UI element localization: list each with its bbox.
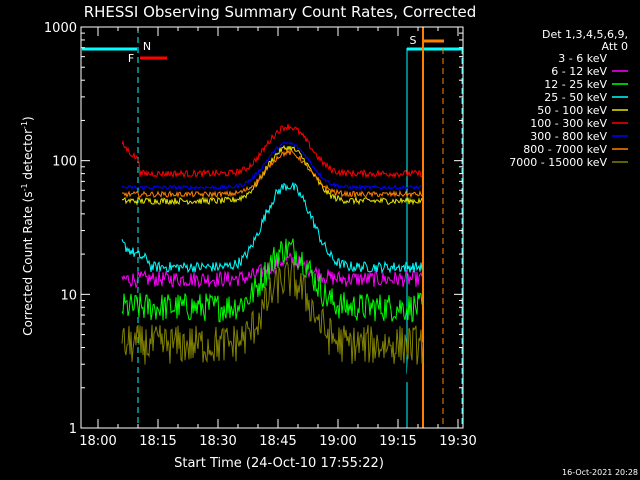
legend-label-2: 12 - 25 keV <box>544 78 607 91</box>
axes: 1 10 100 1000 18:00 18:15 18:30 18:45 19:00 19:15… <box>44 21 477 449</box>
y-tick-label: 10 <box>60 288 77 303</box>
legend-label-1: 6 - 12 keV <box>551 65 607 78</box>
legend-header-1: Det 1,3,4,5,6,9, <box>542 28 628 41</box>
series-line-6 <box>121 141 423 192</box>
legend-label-5: 100 - 300 keV <box>530 117 607 130</box>
y-axis-label: Corrected Count Rate (s-1 detector-1) <box>20 116 35 335</box>
y-axis-label-end: ) <box>21 116 35 121</box>
plot-area: NF S <box>82 27 463 428</box>
x-tick-label: 18:00 <box>79 434 116 449</box>
legend-label-3: 25 - 50 keV <box>544 91 607 104</box>
legend-label-4: 50 - 100 keV <box>537 104 607 117</box>
x-tick-label: 19:15 <box>379 434 416 449</box>
annotation-s: S <box>410 34 417 47</box>
y-tick-label: 1000 <box>44 21 77 36</box>
x-tick-label: 18:15 <box>139 434 176 449</box>
x-tick-label: 18:45 <box>259 434 296 449</box>
y-axis-label-sup1: -1 <box>20 183 29 191</box>
x-tick-label: 19:30 <box>439 434 476 449</box>
legend-label-6: 300 - 800 keV <box>530 130 607 143</box>
footer-timestamp: 16-Oct-2021 20:28 <box>562 468 638 477</box>
series-line-7 <box>121 148 423 199</box>
y-axis-label-main: Corrected Count Rate (s <box>21 191 35 335</box>
annotation-n: N <box>143 40 151 53</box>
series-line-1 <box>121 251 423 289</box>
y-tick-label: 1 <box>69 422 77 437</box>
legend-label-8: 7000 - 15000 keV <box>509 156 607 169</box>
series-line-3 <box>121 182 423 275</box>
y-axis-label-sup2: -1 <box>20 121 29 129</box>
x-tick-label: 19:00 <box>319 434 356 449</box>
annotation-f: F <box>128 52 134 65</box>
x-tick-label: 18:30 <box>199 434 236 449</box>
x-axis-label: Start Time (24-Oct-10 17:55:22) <box>174 456 384 471</box>
series-line-5 <box>121 124 423 179</box>
y-tick-label: 100 <box>52 155 77 170</box>
legend-header-2: Att 0 <box>602 40 628 53</box>
series-line-0 <box>121 188 423 387</box>
y-axis-label-mid: detector <box>21 129 35 184</box>
series-line-8 <box>121 260 423 365</box>
plot-frame <box>80 26 464 429</box>
chart-title: RHESSI Observing Summary Count Rates, Co… <box>84 3 477 21</box>
series-line-2 <box>121 238 423 323</box>
series-line-4 <box>121 144 423 206</box>
legend-label-0: 3 - 6 keV <box>558 52 607 65</box>
legend-label-7: 800 - 7000 keV <box>523 143 607 156</box>
